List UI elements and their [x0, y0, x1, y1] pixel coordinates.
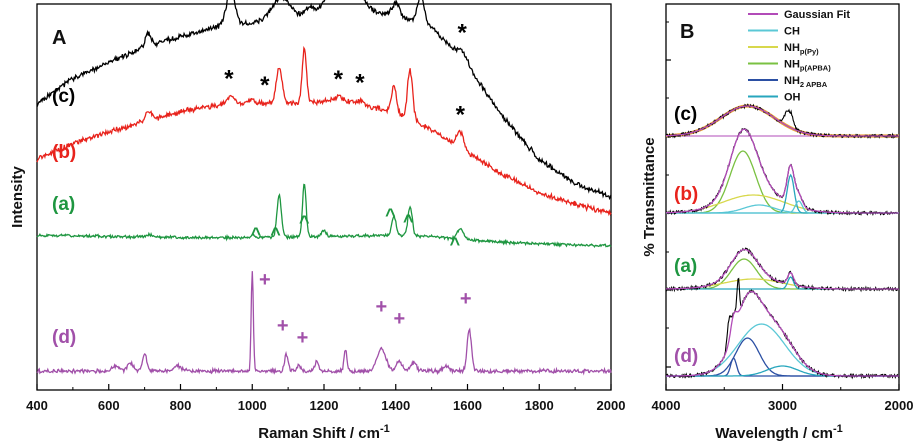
panel-b-letter: B: [680, 21, 694, 43]
peak-marker: *: [224, 66, 234, 93]
trace-label-b: (b): [52, 142, 76, 163]
peak-marker: ^: [450, 234, 461, 254]
gaussian-fit: [666, 105, 899, 137]
panel-b-y-ticks: [666, 21, 671, 368]
panel-a: A 400 600 800 1000 1200 1400 1600 1800 2000 * * * *…: [9, 0, 625, 442]
trace-label-d: (d): [52, 327, 76, 348]
a-tick-label: 2000: [597, 398, 626, 413]
legend-entry-label: OH: [784, 92, 801, 104]
a-tick-label: 600: [98, 398, 120, 413]
gaussian-fit: [666, 128, 899, 214]
panel-a-traces: [36, 0, 612, 376]
a-tick-label: 1000: [238, 398, 267, 413]
panel-a-y-title: Intensity: [9, 166, 26, 228]
b-tick-label: 3000: [768, 398, 797, 413]
legend-entry-label: NH: [784, 75, 800, 87]
measured-spectrum: [665, 103, 900, 139]
a-tick-label: 400: [26, 398, 48, 413]
trace-c: [36, 0, 612, 201]
legend-entry-label: NH: [784, 42, 800, 54]
peak-marker: *: [456, 101, 466, 128]
legend-entry: NH2 APBA: [784, 75, 828, 89]
panel-b: B 4000 3000 2000 (c) (b) (a) (d) Gaussian Fit…: [641, 3, 914, 442]
gaussian-component: [666, 104, 899, 138]
legend-entry: NHp(Py): [784, 42, 819, 56]
gaussian-component: [666, 258, 899, 290]
measured-spectrum: [665, 277, 900, 380]
a-tick-label: 1800: [525, 398, 554, 413]
measured-spectrum: [665, 247, 900, 293]
panel-a-x-title-sup: -1: [380, 423, 390, 435]
gaussian-component: [666, 337, 899, 377]
peak-marker: ^: [403, 211, 414, 231]
b-trace-label: (d): [674, 346, 698, 367]
panel-a-x-title: Raman Shift / cm-1: [258, 423, 389, 442]
panel-b-x-title-sup: -1: [833, 423, 843, 435]
gaussian-component: [666, 173, 899, 214]
peak-marker: ^: [299, 212, 310, 232]
peak-marker: +: [460, 288, 472, 310]
peak-marker: *: [355, 70, 365, 97]
legend-entry-subscript: p(Py): [800, 47, 819, 56]
gaussian-fit: [666, 248, 899, 290]
gaussian-fit: [666, 290, 899, 377]
legend-entry: Gaussian Fit: [784, 9, 850, 21]
peak-marker: ^: [251, 224, 262, 244]
panel-b-x-title: Wavelength / cm-1: [715, 423, 843, 442]
peak-marker: +: [393, 308, 405, 330]
trace-label-a: (a): [52, 194, 75, 215]
b-tick-label: 2000: [885, 398, 914, 413]
legend-entry: CH: [784, 26, 800, 38]
panel-a-letter: A: [52, 27, 66, 49]
trace-label-c: (c): [52, 86, 75, 107]
peak-marker: +: [376, 296, 388, 318]
panel-a-trace-labels: (c) (b) (a) (d): [52, 86, 76, 348]
a-tick-label: 1400: [381, 398, 410, 413]
panel-a-frame: [36, 3, 612, 391]
legend-entry: OH: [784, 92, 801, 104]
trace-a: [36, 183, 612, 249]
panel-a-x-title-main: Raman Shift / cm: [258, 425, 380, 442]
b-tick-label: 4000: [652, 398, 681, 413]
panel-a-x-ticks: 400 600 800 1000 1200 1400 1600 1800 2000: [26, 384, 625, 413]
peak-marker: +: [297, 327, 309, 349]
panel-b-x-ticks: 4000 3000 2000: [652, 384, 914, 413]
a-tick-label: 1200: [310, 398, 339, 413]
legend-entry-subscript: 2 APBA: [800, 80, 828, 89]
peak-marker: ^: [385, 205, 396, 225]
peak-marker: +: [277, 315, 289, 337]
peak-marker: *: [260, 72, 270, 99]
panel-b-traces: [665, 103, 900, 380]
legend-entry-label: CH: [784, 26, 800, 38]
peak-marker: +: [259, 269, 271, 291]
a-tick-label: 800: [170, 398, 192, 413]
peak-marker: *: [457, 19, 467, 46]
legend-entry: NHp(APBA): [784, 59, 831, 73]
panel-a-markers: **********^^^^^^++++++: [224, 19, 472, 349]
gaussian-component: [666, 150, 899, 214]
panel-b-y-title: % Transmittance: [641, 137, 658, 256]
a-tick-label: 1600: [453, 398, 482, 413]
b-trace-label: (c): [674, 104, 697, 125]
b-trace-label: (a): [674, 256, 697, 277]
legend-entry-label: Gaussian Fit: [784, 9, 850, 21]
panel-b-trace-labels: (c) (b) (a) (d): [674, 104, 698, 367]
panel-b-x-title-main: Wavelength / cm: [715, 425, 833, 442]
trace-b: [36, 45, 612, 217]
legend-entry-label: NH: [784, 59, 800, 71]
b-trace-label: (b): [674, 184, 698, 205]
peak-marker: ^: [270, 224, 281, 244]
trace-d: [36, 271, 612, 376]
peak-marker: *: [334, 66, 344, 93]
legend-entry-subscript: p(APBA): [800, 64, 831, 73]
